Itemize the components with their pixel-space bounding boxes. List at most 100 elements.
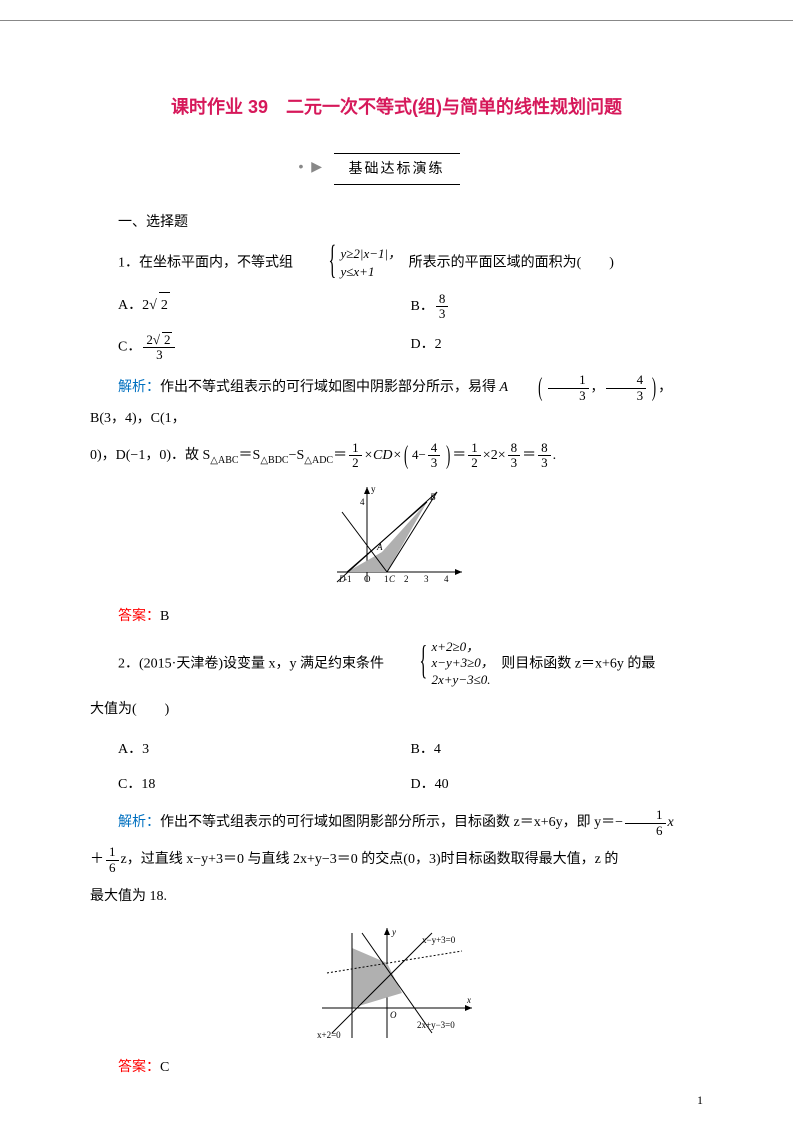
f: 83: [538, 441, 551, 471]
n: 1: [625, 808, 666, 823]
q1-optD: D．2: [411, 332, 704, 363]
f: 12: [349, 441, 362, 471]
t: −S: [289, 448, 305, 463]
n: 8: [508, 441, 521, 456]
lbl: 4: [360, 497, 365, 507]
sub: △ABC: [210, 455, 238, 466]
q2-system: x+2≥0， x−y+3≥0， 2x+y−3≤0.: [392, 639, 494, 690]
lbl: 1: [384, 574, 389, 584]
q2-explain-3: 最大值为 18.: [90, 882, 703, 913]
q2-diagram: x y O x−y+3=0 2x+y−3=0 x+2=0: [312, 923, 482, 1043]
lbl: 4: [444, 574, 449, 584]
t: ×2×: [483, 448, 506, 463]
d: 3: [606, 389, 647, 403]
q1-optB: B．83: [411, 292, 704, 322]
q1-sys-r2: y≤x+1: [313, 263, 402, 281]
frac-den: 3: [436, 307, 449, 321]
answer-label: 答案：: [118, 1060, 160, 1075]
lbl: C: [389, 574, 396, 584]
t: x: [668, 815, 674, 830]
q1-optA-pre: A．2: [118, 298, 149, 313]
q1-optC-frac: 223: [143, 332, 175, 363]
frac-den: 3: [143, 348, 175, 362]
q1-stem-b: 所表示的平面区域的面积为( ): [409, 255, 614, 270]
lbl: 2x+y−3=0: [417, 1020, 455, 1030]
q2-optC: C．18: [118, 772, 411, 797]
lbl: O: [390, 1010, 397, 1020]
pointA: 13，43: [510, 373, 656, 403]
r: x+2≥0，: [404, 639, 494, 656]
q2-answer: 答案：C: [90, 1053, 703, 1084]
q1-explain-2: 0)，D(−1，0)．故 S△ABC＝S△BDC−S△ADC＝12×CD×4−4…: [90, 441, 703, 472]
lbl: -1: [344, 574, 352, 584]
q2-explain: 解析：作出不等式组表示的可行域如图阴影部分所示，目标函数 z＝x+6y，即 y＝…: [90, 808, 703, 839]
n: 4: [606, 373, 647, 388]
q1-optC: C．223: [118, 332, 411, 363]
q2-stem-b: 则目标函数 z＝x+6y 的最: [501, 656, 655, 671]
q2-optD: D．40: [411, 772, 704, 797]
d: 6: [625, 824, 666, 838]
lbl: O: [364, 574, 371, 584]
t: 作出不等式组表示的可行域如图中阴影部分所示，易得: [160, 380, 500, 395]
lbl: x−y+3=0: [422, 935, 456, 945]
lbl: x: [466, 995, 471, 1005]
n: 1: [468, 441, 481, 456]
f: 16: [106, 845, 119, 875]
q1-optB-frac: 83: [436, 292, 449, 322]
pA: A: [500, 380, 509, 395]
n: 1: [548, 373, 589, 388]
lbl: x+2=0: [317, 1030, 341, 1040]
p: 4−43: [404, 441, 450, 471]
sqrt-icon: [149, 298, 157, 313]
f: 13: [548, 373, 589, 403]
banner: 基础达标演练: [90, 153, 703, 184]
t: ＝S: [239, 448, 261, 463]
d: 2: [468, 456, 481, 470]
t: .: [553, 448, 557, 463]
q1-system: y≥2|x−1|， y≤x+1: [301, 245, 402, 281]
t: ＋: [90, 852, 104, 867]
lbl: A: [376, 542, 383, 552]
q1-stem: 1．在坐标平面内，不等式组 y≥2|x−1|， y≤x+1 所表示的平面区域的面…: [90, 245, 703, 281]
q2-stem-a: 2．(2015·天津卷)设变量 x，y 满足约束条件: [118, 656, 384, 671]
lbl: B: [430, 492, 436, 502]
q1-diagram: y A B C D 4 -1 O 1 2 3 4: [327, 482, 467, 592]
t: ＝: [452, 448, 466, 463]
lbl: y: [371, 484, 376, 494]
q1-optA-sqrt: 2: [159, 292, 170, 318]
f: 83: [508, 441, 521, 471]
t: ×CD×: [364, 448, 402, 463]
t: ＝: [522, 448, 536, 463]
q2-explain-2: ＋16z，过直线 x−y+3＝0 与直线 2x+y−3＝0 的交点(0，3)时目…: [90, 845, 703, 876]
d: 3: [548, 389, 589, 403]
page-number: 1: [697, 1090, 703, 1112]
n: 4−: [412, 447, 426, 462]
t: 0)，D(−1，0)．故 S: [90, 448, 210, 463]
t: z，过直线 x−y+3＝0 与直线 2x+y−3＝0 的交点(0，3)时目标函数…: [121, 852, 619, 867]
sub: △BDC: [260, 455, 288, 466]
q1-optC-pre: C．: [118, 339, 141, 354]
sqrt-icon: [153, 332, 160, 347]
q2-optA: A．3: [118, 737, 411, 762]
q1-answer: 答案：B: [90, 602, 703, 633]
page-title: 课时作业 39 二元一次不等式(组)与简单的线性规划问题: [90, 91, 703, 123]
q1-optA: A．2 2: [118, 292, 411, 322]
n: 1: [349, 441, 362, 456]
q1-options: A．2 2 B．83 C．223 D．2: [118, 287, 703, 367]
explain-label: 解析：: [118, 815, 160, 830]
lbl: 3: [424, 574, 429, 584]
q2-options: A．3 B．4 C．18 D．40: [118, 732, 703, 802]
q1-optB-pre: B．: [411, 299, 434, 314]
lbl: y: [391, 927, 396, 937]
sub: △ADC: [304, 455, 333, 466]
q1-sys-r1: y≥2|x−1|，: [313, 245, 402, 263]
n: 8: [538, 441, 551, 456]
t: ＝: [333, 448, 347, 463]
r: 2x+y−3≤0.: [404, 672, 494, 689]
lbl: 2: [404, 574, 409, 584]
answer-value: C: [160, 1060, 169, 1075]
q1-stem-a: 1．在坐标平面内，不等式组: [118, 255, 293, 270]
section-heading: 一、选择题: [90, 210, 703, 235]
answer-label: 答案：: [118, 609, 160, 624]
d: 6: [106, 861, 119, 875]
